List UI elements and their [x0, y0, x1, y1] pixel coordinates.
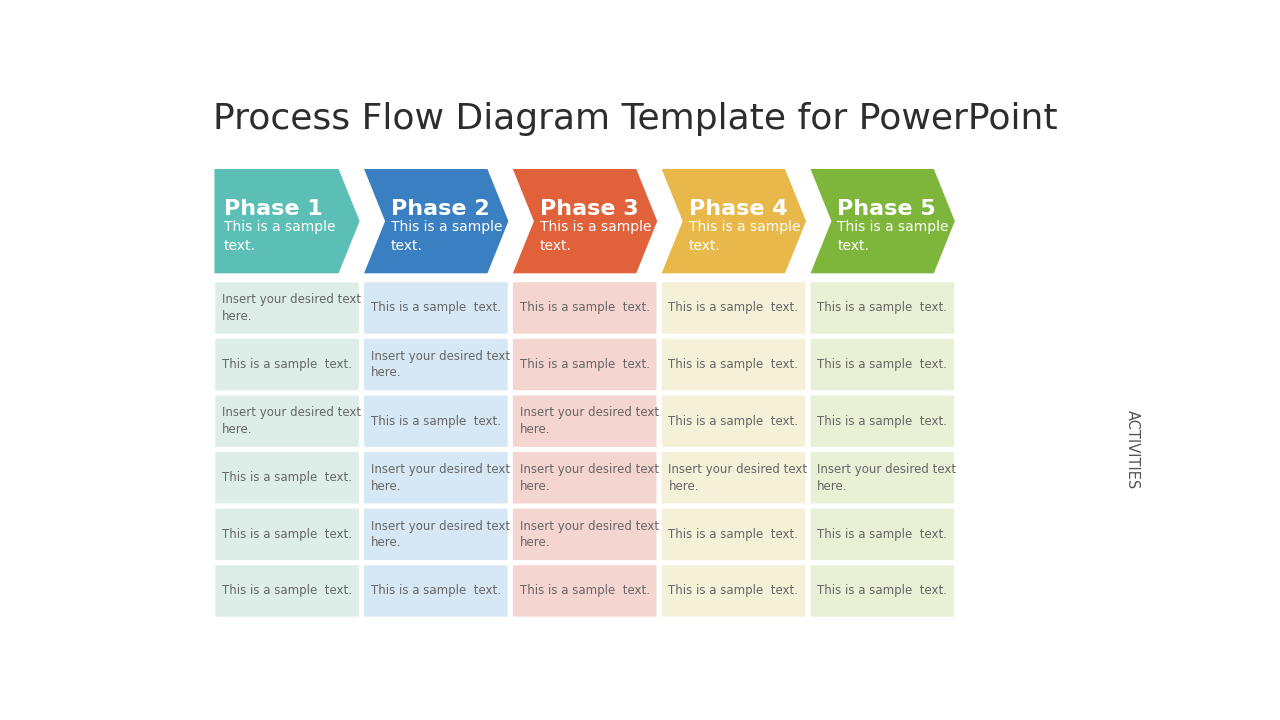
FancyBboxPatch shape — [512, 564, 658, 618]
Text: Phase 1: Phase 1 — [224, 199, 323, 219]
Text: ACTIVITIES: ACTIVITIES — [1125, 410, 1140, 489]
Polygon shape — [659, 167, 808, 275]
Text: This is a sample  text.: This is a sample text. — [221, 585, 352, 598]
Text: This is a sample  text.: This is a sample text. — [221, 528, 352, 541]
Text: This is a sample  text.: This is a sample text. — [817, 415, 947, 428]
FancyBboxPatch shape — [512, 508, 658, 561]
Text: Phase 3: Phase 3 — [540, 199, 639, 219]
FancyBboxPatch shape — [214, 564, 360, 618]
Text: This is a sample  text.: This is a sample text. — [221, 472, 352, 485]
Text: This is a sample  text.: This is a sample text. — [371, 585, 500, 598]
FancyBboxPatch shape — [660, 564, 806, 618]
FancyBboxPatch shape — [512, 451, 658, 505]
Text: This is a sample  text.: This is a sample text. — [817, 585, 947, 598]
Text: Insert your desired text
here.: Insert your desired text here. — [221, 406, 361, 436]
Polygon shape — [361, 167, 511, 275]
FancyBboxPatch shape — [364, 508, 508, 561]
FancyBboxPatch shape — [214, 282, 360, 335]
FancyBboxPatch shape — [364, 338, 508, 391]
Text: This is a sample
text.: This is a sample text. — [689, 220, 800, 253]
Text: Insert your desired text
here.: Insert your desired text here. — [371, 520, 509, 549]
Text: This is a sample  text.: This is a sample text. — [817, 358, 947, 371]
Text: This is a sample  text.: This is a sample text. — [668, 528, 799, 541]
Text: Phase 2: Phase 2 — [390, 199, 489, 219]
Text: Insert your desired text
here.: Insert your desired text here. — [520, 463, 659, 492]
FancyBboxPatch shape — [214, 395, 360, 448]
Text: This is a sample  text.: This is a sample text. — [520, 358, 650, 371]
Text: This is a sample  text.: This is a sample text. — [371, 302, 500, 315]
Text: This is a sample  text.: This is a sample text. — [520, 302, 650, 315]
FancyBboxPatch shape — [364, 395, 508, 448]
Text: This is a sample
text.: This is a sample text. — [224, 220, 335, 253]
FancyBboxPatch shape — [809, 451, 955, 505]
Text: This is a sample
text.: This is a sample text. — [540, 220, 652, 253]
FancyBboxPatch shape — [512, 282, 658, 335]
FancyBboxPatch shape — [809, 508, 955, 561]
FancyBboxPatch shape — [364, 564, 508, 618]
Text: Insert your desired text
here.: Insert your desired text here. — [371, 463, 509, 492]
FancyBboxPatch shape — [809, 564, 955, 618]
Polygon shape — [511, 167, 659, 275]
Text: Phase 5: Phase 5 — [837, 199, 936, 219]
Text: Insert your desired text
here.: Insert your desired text here. — [371, 350, 509, 379]
FancyBboxPatch shape — [512, 338, 658, 391]
Text: This is a sample  text.: This is a sample text. — [371, 415, 500, 428]
Text: This is a sample  text.: This is a sample text. — [520, 585, 650, 598]
Polygon shape — [808, 167, 956, 275]
Text: Insert your desired text
here.: Insert your desired text here. — [817, 463, 956, 492]
FancyBboxPatch shape — [214, 338, 360, 391]
FancyBboxPatch shape — [214, 508, 360, 561]
FancyBboxPatch shape — [809, 282, 955, 335]
Text: This is a sample  text.: This is a sample text. — [668, 415, 799, 428]
Text: Insert your desired text
here.: Insert your desired text here. — [668, 463, 808, 492]
Text: This is a sample  text.: This is a sample text. — [817, 302, 947, 315]
FancyBboxPatch shape — [364, 451, 508, 505]
Text: Process Flow Diagram Template for PowerPoint: Process Flow Diagram Template for PowerP… — [212, 102, 1057, 136]
FancyBboxPatch shape — [809, 395, 955, 448]
Text: Insert your desired text
here.: Insert your desired text here. — [520, 520, 659, 549]
Text: This is a sample  text.: This is a sample text. — [817, 528, 947, 541]
Text: This is a sample  text.: This is a sample text. — [668, 302, 799, 315]
FancyBboxPatch shape — [660, 395, 806, 448]
Text: Phase 4: Phase 4 — [689, 199, 787, 219]
FancyBboxPatch shape — [364, 282, 508, 335]
Text: This is a sample  text.: This is a sample text. — [668, 358, 799, 371]
Text: This is a sample  text.: This is a sample text. — [221, 358, 352, 371]
FancyBboxPatch shape — [660, 508, 806, 561]
Text: Insert your desired text
here.: Insert your desired text here. — [221, 293, 361, 323]
FancyBboxPatch shape — [660, 282, 806, 335]
FancyBboxPatch shape — [660, 338, 806, 391]
Polygon shape — [212, 167, 361, 275]
Text: This is a sample
text.: This is a sample text. — [390, 220, 503, 253]
Text: This is a sample  text.: This is a sample text. — [668, 585, 799, 598]
Text: This is a sample
text.: This is a sample text. — [837, 220, 948, 253]
FancyBboxPatch shape — [660, 451, 806, 505]
FancyBboxPatch shape — [214, 451, 360, 505]
FancyBboxPatch shape — [512, 395, 658, 448]
FancyBboxPatch shape — [809, 338, 955, 391]
Text: Insert your desired text
here.: Insert your desired text here. — [520, 406, 659, 436]
